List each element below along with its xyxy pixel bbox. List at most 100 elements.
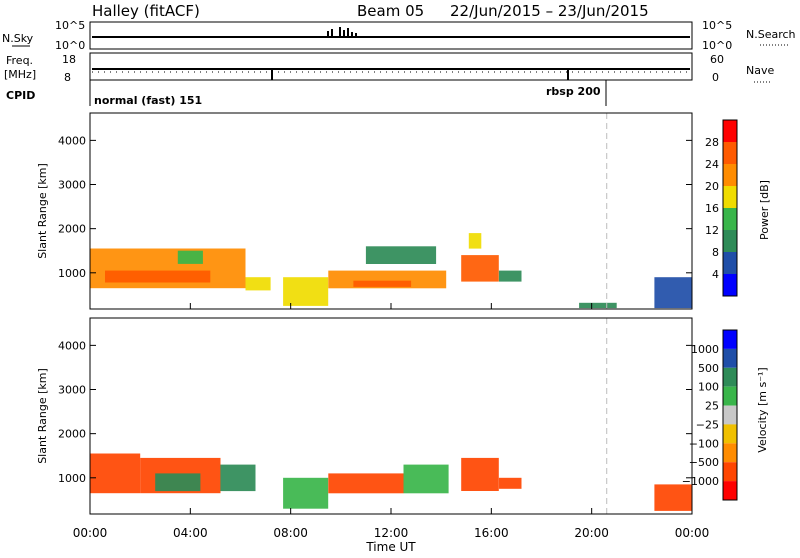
freq-tick-bottom: 8 <box>64 71 71 84</box>
power-y-axis: 1000 2000 3000 4000 <box>58 134 692 280</box>
nsky-tick-top: 10^5 <box>55 19 85 32</box>
heatmap-cell <box>353 280 412 287</box>
time-tick-label: 00:00 <box>675 526 710 540</box>
heatmap-cell <box>283 477 329 509</box>
heatmap-cell <box>245 277 271 291</box>
nsky-spikes <box>327 27 357 37</box>
power-ylabel: Slant Range [km] <box>36 163 49 259</box>
colorbar-swatch <box>723 367 737 387</box>
heatmap-cell <box>461 255 499 282</box>
colorbar-swatch <box>723 142 737 164</box>
cpid-label: CPID <box>6 89 35 102</box>
heatmap-cell <box>220 464 256 492</box>
heatmap-cell <box>365 246 437 264</box>
colorbar-swatch <box>723 208 737 230</box>
colorbar-swatch <box>723 386 737 406</box>
heatmap-cell <box>579 302 617 309</box>
power-panel: 1000 2000 3000 4000 Slant Range [km] <box>36 112 693 310</box>
colorbar-tick-label: 1000 <box>691 343 719 356</box>
colorbar-tick-label: 100 <box>698 381 719 394</box>
colorbar-swatch <box>723 424 737 444</box>
nave-label: Nave <box>746 64 774 77</box>
colorbar-swatch <box>723 405 737 425</box>
colorbar-tick-label: −500 <box>689 456 719 469</box>
y-tick-label: 3000 <box>58 384 86 397</box>
colorbar-tick-label: −25 <box>696 418 719 431</box>
freq-tick-top: 18 <box>62 53 76 66</box>
colorbar-swatch <box>723 230 737 252</box>
time-tick-label: 00:00 <box>73 526 108 540</box>
colorbar-swatch <box>723 252 737 274</box>
heatmap-cell <box>155 473 201 492</box>
cpid-mode-rbsp: rbsp 200 <box>546 85 601 98</box>
colorbar-tick-label: 28 <box>705 136 719 149</box>
y-tick-label: 4000 <box>58 134 86 147</box>
time-axis-label: Time UT <box>365 540 416 554</box>
y-tick-label: 2000 <box>58 223 86 236</box>
freq-label: Freq. <box>6 54 33 67</box>
colorbar-swatch <box>723 462 737 482</box>
heatmap-cell <box>654 277 692 309</box>
power-colorbar: 4 8 12 16 20 24 28 <box>705 119 738 297</box>
freq-strip-frame <box>89 52 693 81</box>
heatmap-cell <box>654 484 692 511</box>
colorbar-tick-label: −1000 <box>682 475 719 488</box>
colorbar-swatch <box>723 164 737 186</box>
colorbar-tick-label: 24 <box>705 158 719 171</box>
time-tick-label: 08:00 <box>273 526 308 540</box>
date-range: 22/Jun/2015 – 23/Jun/2015 <box>450 2 649 20</box>
colorbar-tick-label: 500 <box>698 362 719 375</box>
station-title: Halley (fitACF) <box>92 2 200 20</box>
power-heatmap-cells <box>90 233 692 309</box>
colorbar-tick-label: 8 <box>712 246 719 259</box>
velocity-ylabel: Slant Range [km] <box>36 368 49 464</box>
heatmap-cell <box>461 457 499 491</box>
colorbar-tick-label: 12 <box>705 224 719 237</box>
heatmap-cell <box>498 477 522 489</box>
heatmap-cell <box>177 250 203 264</box>
nave-tick-bottom: 0 <box>712 71 719 84</box>
colorbar-tick-label: 4 <box>712 268 719 281</box>
colorbar-frame <box>722 119 738 297</box>
nsearch-tick-bottom: 10^0 <box>702 39 732 52</box>
colorbar-swatch <box>723 481 737 500</box>
time-axis: 00:00 04:00 08:00 12:00 16:00 20:00 00:00 <box>73 303 710 540</box>
time-tick-label: 16:00 <box>474 526 509 540</box>
nsky-strip-frame <box>89 21 693 50</box>
colorbar-swatch <box>723 348 737 368</box>
nsky-label: N.Sky <box>2 32 34 45</box>
velocity-colorbar-label: Velocity [m s⁻¹] <box>756 367 769 452</box>
heatmap-cell <box>90 453 141 494</box>
nsearch-label: N.Search <box>746 28 796 41</box>
y-tick-label: 2000 <box>58 428 86 441</box>
colorbar-swatch <box>723 330 737 349</box>
time-tick-label: 04:00 <box>173 526 208 540</box>
colorbar-tick-label: 16 <box>705 202 719 215</box>
nsearch-tick-top: 10^5 <box>702 19 732 32</box>
time-tick-label: 12:00 <box>374 526 409 540</box>
heatmap-cell <box>498 270 522 282</box>
freq-unit: [MHz] <box>4 68 36 81</box>
power-colorbar-label: Power [dB] <box>758 180 771 240</box>
velocity-y-axis: 1000 2000 3000 4000 <box>58 339 692 485</box>
cpid-mode-normal: normal (fast) 151 <box>94 94 202 107</box>
heatmap-cell <box>105 270 211 283</box>
colorbar-tick-label: 20 <box>705 180 719 193</box>
velocity-heatmap-cells <box>90 453 692 514</box>
heatmap-cell <box>403 464 449 494</box>
nave-tick-top: 60 <box>710 53 724 66</box>
colorbar-tick-label: 25 <box>705 400 719 413</box>
colorbar-frame <box>722 329 738 501</box>
time-tick-label: 20:00 <box>574 526 609 540</box>
heatmap-cell <box>328 473 404 494</box>
colorbar-swatch <box>723 274 737 296</box>
y-tick-label: 1000 <box>58 472 86 485</box>
colorbar-tick-label: −100 <box>689 437 719 450</box>
beam-label: Beam 05 <box>357 2 424 20</box>
velocity-panel: 1000 2000 3000 4000 Slant Range [km] <box>36 317 693 515</box>
velocity-colorbar: 1000 500 100 25 −25 −100 −500 −1000 <box>682 329 738 501</box>
y-tick-label: 3000 <box>58 179 86 192</box>
colorbar-swatch <box>723 443 737 463</box>
nsky-tick-bottom: 10^0 <box>55 39 85 52</box>
